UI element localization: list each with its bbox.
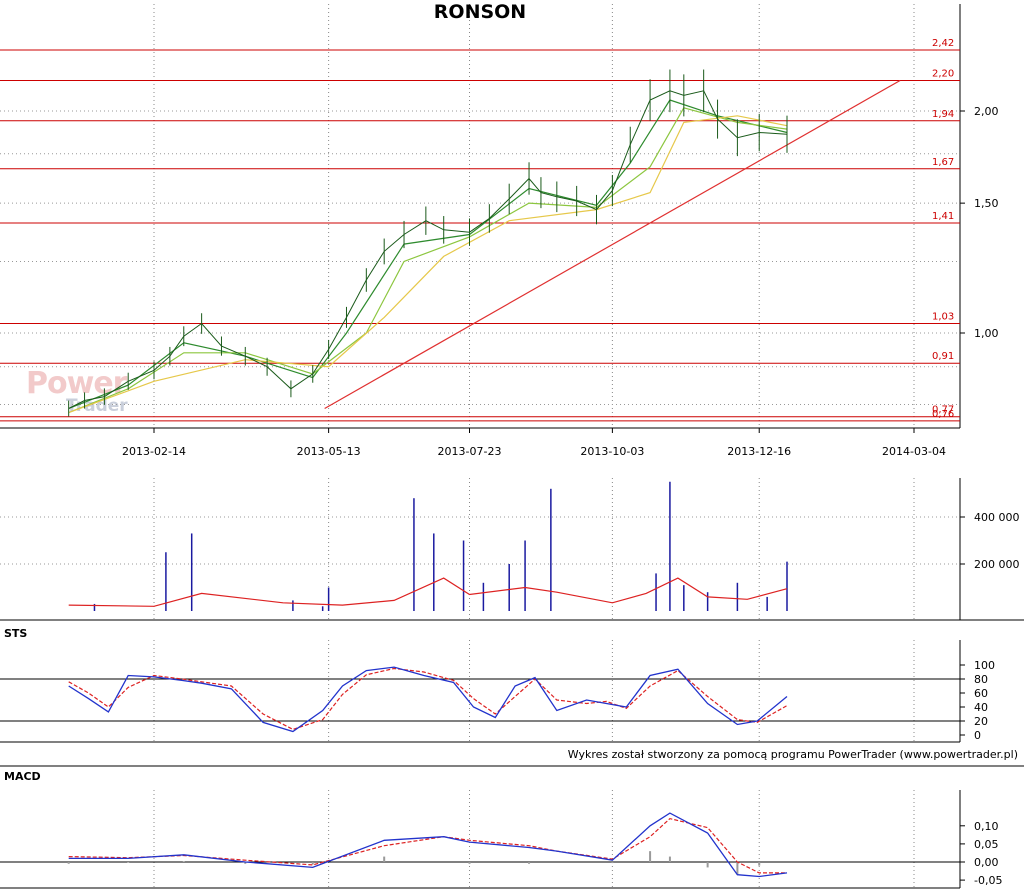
y-tick-label: 1,50 xyxy=(974,197,999,210)
sts-panel-label: STS xyxy=(4,627,28,640)
level-label: 0,77 xyxy=(932,405,954,416)
x-tick-label: 2013-12-16 xyxy=(727,445,791,458)
credit-text: Wykres został stworzony za pomocą progra… xyxy=(567,748,1018,761)
sts-y-tick-label: 0 xyxy=(974,729,981,742)
macd-panel-label: MACD xyxy=(4,770,41,783)
sts-y-tick-label: 80 xyxy=(974,673,988,686)
level-label: 0,91 xyxy=(932,351,954,362)
macd-y-tick-label: 0,10 xyxy=(974,820,999,833)
macd-y-tick-label: -0,05 xyxy=(974,874,1002,887)
level-label: 1,41 xyxy=(932,211,954,222)
y-tick-label: 2,00 xyxy=(974,105,999,118)
x-tick-label: 2013-07-23 xyxy=(438,445,502,458)
volume-y-tick-label: 400 000 xyxy=(974,511,1020,524)
price-candles xyxy=(68,69,788,417)
sts-y-tick-label: 20 xyxy=(974,715,988,728)
volume-moving-average-line xyxy=(68,577,788,607)
macd-signal-line xyxy=(68,817,787,874)
level-label: 1,94 xyxy=(932,109,954,120)
level-label: 0,76 xyxy=(932,409,954,420)
sts-k-line xyxy=(68,666,788,733)
x-tick-label: 2013-10-03 xyxy=(580,445,644,458)
sts-y-tick-label: 40 xyxy=(974,701,988,714)
level-label: 1,03 xyxy=(932,312,954,323)
y-tick-label: 1,00 xyxy=(974,327,999,340)
x-tick-label: 2014-03-04 xyxy=(882,445,946,458)
sts-d-line xyxy=(68,667,788,731)
moving-average-short-line xyxy=(68,99,788,410)
sts-y-tick-label: 100 xyxy=(974,659,995,672)
level-label: 1,67 xyxy=(932,157,954,168)
watermark-logo: Power xyxy=(26,366,127,401)
macd-line xyxy=(68,812,788,878)
watermark-logo-subtitle: Trader xyxy=(66,396,128,416)
x-tick-label: 2013-02-14 xyxy=(122,445,186,458)
level-label: 2,42 xyxy=(932,38,954,49)
volume-y-tick-label: 200 000 xyxy=(974,558,1020,571)
sts-y-tick-label: 60 xyxy=(974,687,988,700)
trend-line xyxy=(324,79,901,410)
macd-y-tick-label: 0,00 xyxy=(974,856,999,869)
level-label: 2,20 xyxy=(932,68,954,79)
macd-y-tick-label: 0,05 xyxy=(974,838,999,851)
moving-average-mid-line xyxy=(68,107,788,414)
x-tick-label: 2013-05-13 xyxy=(297,445,361,458)
moving-average-long-line xyxy=(68,115,788,414)
chart-title: RONSON xyxy=(433,1,527,23)
price-close-line xyxy=(68,90,788,409)
